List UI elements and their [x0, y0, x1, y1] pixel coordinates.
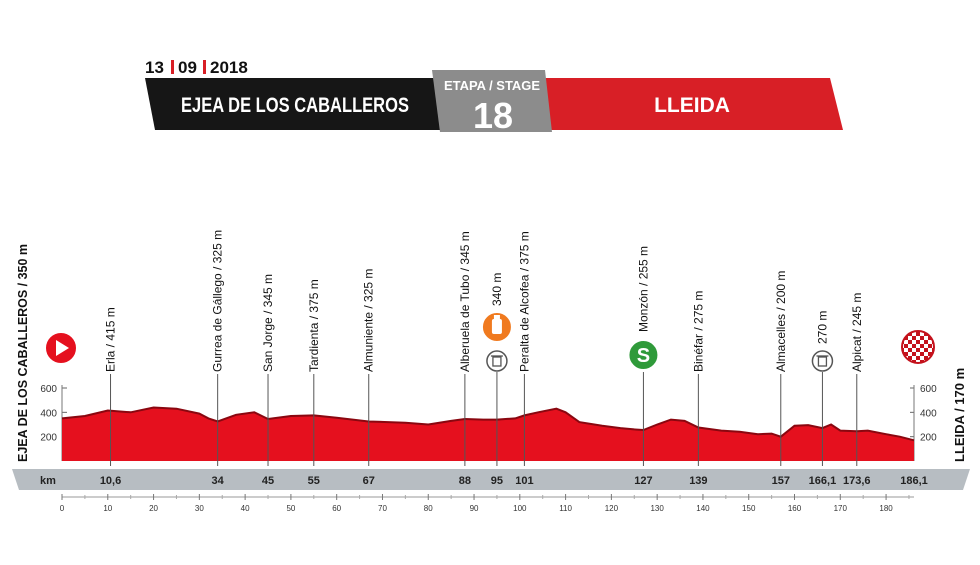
date-separator	[203, 60, 206, 74]
date-month: 09	[178, 58, 197, 77]
x-tick-label: 80	[424, 504, 433, 513]
y-tick-label: 600	[920, 384, 937, 395]
x-tick-label: 30	[195, 504, 204, 513]
waypoint-km: 34	[212, 475, 225, 487]
waypoint-4: Almuniente / 325 m	[362, 269, 376, 466]
finish-flag-icon	[901, 330, 935, 364]
x-tick-label: 100	[513, 504, 527, 513]
elevation-profile-area	[62, 407, 914, 461]
waypoint-km: 55	[308, 475, 320, 487]
waypoints: Erla / 415 m 10,6 Gurrea de Gállego / 325 …	[100, 230, 928, 487]
x-tick-label: 10	[103, 504, 112, 513]
elevation-profile-ridge	[61, 406, 915, 442]
waypoint-km: 101	[515, 475, 533, 487]
start-city-banner	[145, 78, 452, 130]
waypoint-km: 67	[363, 475, 375, 487]
waypoint-label: Almuniente / 325 m	[362, 269, 376, 372]
waypoint-label: Alpicat / 245 m	[850, 293, 864, 372]
start-elevation-label: EJEA DE LOS CABALLEROS / 350 m	[15, 244, 30, 462]
finish-city: LLEIDA	[654, 94, 730, 117]
waypoint-1: Gurrea de Gállego / 325 m	[211, 230, 225, 466]
finish-elevation-label: LLEIDA / 170 m	[952, 368, 967, 462]
waypoint-3: Tardienta / 375 m	[307, 279, 321, 466]
waypoint-10: Almacelles / 200 m	[774, 271, 788, 466]
waypoint-km: 186,1	[900, 475, 928, 487]
waypoint-label: San Jorge / 345 m	[261, 274, 275, 372]
x-tick-label: 40	[241, 504, 250, 513]
waypoint-6: 340 m	[480, 273, 513, 466]
waypoint-km: 166,1	[809, 475, 837, 487]
y-axis-right: 200 400 600	[910, 384, 937, 461]
waste-zone-icon	[811, 350, 834, 372]
date-separator	[171, 60, 174, 74]
y-tick-label: 400	[40, 408, 57, 419]
waypoint-km: 88	[459, 475, 471, 487]
x-tick-label: 50	[286, 504, 295, 513]
start-city: EJEA DE LOS CABALLEROS	[181, 94, 409, 117]
waypoint-8: Monzón / 255 m S	[627, 246, 660, 466]
date-year: 2018	[210, 58, 248, 77]
y-tick-label: 400	[920, 408, 937, 419]
waypoint-label: Tardienta / 375 m	[307, 279, 321, 372]
start-flag-icon	[44, 331, 78, 365]
x-tick-label: 90	[470, 504, 479, 513]
x-tick-label: 20	[149, 504, 158, 513]
km-unit-label: km	[40, 475, 56, 487]
waypoint-12: Alpicat / 245 m	[850, 293, 864, 466]
km-bar	[12, 469, 970, 490]
x-tick-label: 0	[60, 504, 65, 513]
x-tick-label: 130	[650, 504, 664, 513]
waypoint-0: Erla / 415 m	[104, 307, 118, 466]
stage-label: ETAPA / STAGE	[444, 78, 540, 93]
stage-badge	[432, 70, 552, 132]
waypoint-2: San Jorge / 345 m	[261, 274, 275, 466]
feed-zone-icon	[480, 311, 513, 343]
x-tick-label: 180	[879, 504, 893, 513]
stage-number: 18	[473, 95, 513, 136]
waypoint-km: 157	[772, 475, 790, 487]
header-banner: 13 09 2018 EJEA DE LOS CABALLEROS ETAPA …	[145, 58, 843, 136]
waypoint-km: 45	[262, 475, 274, 487]
y-tick-label: 200	[920, 433, 937, 444]
svg-text:S: S	[637, 345, 650, 367]
waypoint-label: Binéfar / 275 m	[691, 291, 705, 372]
waypoint-km: 10,6	[100, 475, 121, 487]
x-tick-label: 160	[788, 504, 802, 513]
sprint-icon: S	[627, 339, 660, 371]
waypoint-5: Alberuela de Tubo / 345 m	[458, 231, 472, 466]
waypoint-label: Almacelles / 200 m	[774, 271, 788, 372]
finish-city-banner	[530, 78, 843, 130]
waypoint-7: Peralta de Alcofea / 375 m	[517, 231, 531, 466]
waypoint-label: Monzón / 255 m	[636, 246, 650, 332]
x-tick-label: 70	[378, 504, 387, 513]
waypoint-9: Binéfar / 275 m	[691, 291, 705, 466]
x-tick-label: 150	[742, 504, 756, 513]
x-tick-label: 170	[834, 504, 848, 513]
y-tick-label: 600	[40, 384, 57, 395]
x-tick-label: 60	[332, 504, 341, 513]
date-day: 13	[145, 58, 164, 77]
waypoint-km: 127	[634, 475, 652, 487]
waypoint-label: Alberuela de Tubo / 345 m	[458, 231, 472, 372]
waypoint-label: Erla / 415 m	[104, 307, 118, 372]
y-tick-label: 200	[40, 433, 57, 444]
x-tick-label: 140	[696, 504, 710, 513]
waypoint-km: 173,6	[843, 475, 871, 487]
x-tick-label: 120	[605, 504, 619, 513]
waypoint-11: 270 m	[811, 311, 834, 466]
waypoint-km: 139	[689, 475, 707, 487]
x-tick-label: 110	[559, 504, 572, 513]
waypoint-label: Gurrea de Gállego / 325 m	[211, 230, 225, 372]
waypoint-km: 95	[491, 475, 503, 487]
waste-zone-icon	[486, 350, 508, 372]
waypoint-label: 270 m	[815, 311, 829, 344]
x-axis: 0 10 20 30 40 50 60 70 80 90 100 110 120 130 140 150 160…	[60, 494, 914, 513]
waypoint-label: 340 m	[490, 273, 504, 306]
waypoint-label: Peralta de Alcofea / 375 m	[517, 231, 531, 372]
